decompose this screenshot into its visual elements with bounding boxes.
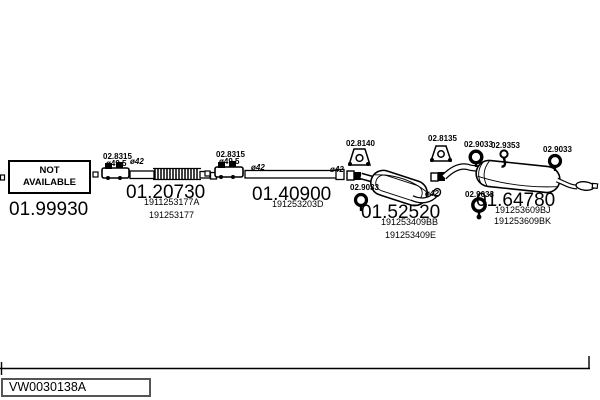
rubber-ring-icon [547,153,563,171]
clamp-icon [101,162,130,180]
baseline-rule [0,356,590,375]
ring3-ref-label: 02.9033 [543,145,572,154]
part-number-unavailable: 01.99930 [9,199,89,220]
ring2-ref-label: 02.9033 [464,140,493,149]
hook-ref-label: 02.9353 [491,141,520,150]
hanger-icon [347,148,372,166]
rubber-ring-icon [353,192,369,211]
rubber-ring-with-bolt-icon [471,197,487,220]
hanger-icon [429,145,453,162]
oem-number-front-pipe-2: 191253177 [149,210,195,220]
flex-pipe-drawing [129,167,218,181]
oem-number-rear-muffler-2: 191253609BK [494,216,552,226]
connector-square [92,171,99,178]
clamp2-diameter-label: ø49.5 [219,157,240,166]
rear-muffler-drawing [430,159,599,194]
clamp-icon [214,161,244,179]
part-number-front-pipe: 01.20730 [126,182,206,203]
oem-number-center-pipe: 191253203D [272,199,324,209]
clamp1-ref-label: 02.8315 [103,152,132,161]
catalog-code: VW0030138A [9,380,87,394]
diameter-label-4: ø42 [425,189,439,198]
oem-number-front-pipe-1: 1911253177A [144,197,200,207]
oem-number-center-muffler-1: 191253409BB [381,217,439,227]
not-available-box: NOT AVAILABLE [8,160,91,194]
hook-icon [499,149,509,168]
hanger1-ref-label: 02.8140 [346,139,375,148]
not-available-line2: AVAILABLE [23,177,76,188]
rubber-ring-icon [468,149,484,167]
ring1-ref-label: 02.9033 [350,183,379,192]
catalog-code-box: VW0030138A [1,378,151,397]
not-available-line1: NOT [39,165,60,177]
hanger2-ref-label: 02.8135 [428,134,457,143]
part-number-center-muffler: 01.52520 [361,202,441,223]
diameter-label-2: ø42 [251,163,265,172]
ring4-ref-label: 02.9033 [465,190,494,199]
oem-number-center-muffler-2: 191253409E [385,230,437,240]
diameter-label-3: ø42 [330,165,344,174]
clamp2-ref-label: 02.8315 [216,150,245,159]
diameter-label-1: ø42 [130,157,144,166]
part-number-rear-muffler: 01.64780 [476,190,556,211]
oem-number-rear-muffler-1: 191253609BJ [495,205,551,215]
part-number-center-pipe: 01.40900 [252,184,332,205]
center-muffler-drawing [360,169,442,207]
straight-pipe-drawing [244,168,361,181]
connector-square [0,174,6,181]
clamp1-diameter-label: ø49.5 [106,159,127,168]
